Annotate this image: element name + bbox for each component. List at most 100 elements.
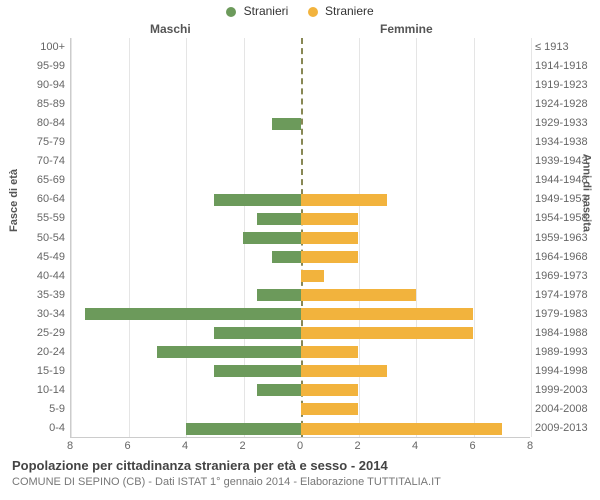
x-tick-label: 8 xyxy=(67,440,73,452)
y-label-age: 65-69 xyxy=(5,171,65,190)
y-label-birth: 1924-1928 xyxy=(535,95,595,114)
y-label-age: 15-19 xyxy=(5,362,65,381)
bar-female xyxy=(301,423,502,435)
bar-male xyxy=(214,194,300,206)
age-row xyxy=(71,400,530,419)
legend: Stranieri Straniere xyxy=(0,4,600,18)
y-label-age: 20-24 xyxy=(5,343,65,362)
y-label-age: 80-84 xyxy=(5,114,65,133)
y-label-birth: 1944-1948 xyxy=(535,171,595,190)
plot-area xyxy=(70,38,530,438)
y-label-birth: 2009-2013 xyxy=(535,419,595,438)
bar-male xyxy=(257,289,300,301)
legend-label-female: Straniere xyxy=(325,4,374,18)
y-label-birth: 1939-1943 xyxy=(535,152,595,171)
population-pyramid-chart: Stranieri Straniere Maschi Femmine Fasce… xyxy=(0,0,600,500)
bar-male xyxy=(214,365,300,377)
age-row xyxy=(71,324,530,343)
section-title-male: Maschi xyxy=(150,22,191,36)
y-label-age: 85-89 xyxy=(5,95,65,114)
age-row xyxy=(71,305,530,324)
bar-male xyxy=(186,423,301,435)
y-label-age: 25-29 xyxy=(5,324,65,343)
x-tick-label: 6 xyxy=(124,440,130,452)
legend-item-male: Stranieri xyxy=(226,4,288,18)
y-label-age: 0-4 xyxy=(5,419,65,438)
bar-female xyxy=(301,270,324,282)
age-row xyxy=(71,343,530,362)
x-tick-label: 2 xyxy=(354,440,360,452)
y-label-age: 70-74 xyxy=(5,152,65,171)
y-label-birth: 1969-1973 xyxy=(535,267,595,286)
y-label-age: 60-64 xyxy=(5,190,65,209)
bar-female xyxy=(301,327,474,339)
y-label-birth: 1954-1958 xyxy=(535,209,595,228)
bar-female xyxy=(301,308,474,320)
age-row xyxy=(71,248,530,267)
bar-male xyxy=(272,251,301,263)
bar-male xyxy=(85,308,301,320)
y-label-birth: 1934-1938 xyxy=(535,133,595,152)
bar-male xyxy=(214,327,300,339)
y-label-birth: 1994-1998 xyxy=(535,362,595,381)
age-row xyxy=(71,419,530,438)
age-row xyxy=(71,152,530,171)
x-tick-label: 4 xyxy=(412,440,418,452)
y-label-birth: 1999-2003 xyxy=(535,381,595,400)
bar-female xyxy=(301,213,359,225)
age-row xyxy=(71,133,530,152)
x-tick-label: 0 xyxy=(297,440,303,452)
y-label-birth: 2004-2008 xyxy=(535,400,595,419)
bar-female xyxy=(301,289,416,301)
age-row xyxy=(71,362,530,381)
y-label-birth: 1914-1918 xyxy=(535,57,595,76)
y-label-age: 90-94 xyxy=(5,76,65,95)
gridline xyxy=(531,38,532,437)
chart-title: Popolazione per cittadinanza straniera p… xyxy=(12,458,388,473)
bar-female xyxy=(301,232,359,244)
y-label-birth: 1919-1923 xyxy=(535,76,595,95)
age-row xyxy=(71,190,530,209)
bar-male xyxy=(257,384,300,396)
x-tick-label: 2 xyxy=(239,440,245,452)
y-label-age: 95-99 xyxy=(5,57,65,76)
y-label-birth: 1959-1963 xyxy=(535,229,595,248)
bar-male xyxy=(272,118,301,130)
y-label-birth: 1989-1993 xyxy=(535,343,595,362)
x-tick-label: 8 xyxy=(527,440,533,452)
age-row xyxy=(71,171,530,190)
y-label-birth: 1974-1978 xyxy=(535,286,595,305)
x-tick-label: 6 xyxy=(469,440,475,452)
bar-female xyxy=(301,403,359,415)
legend-swatch-female xyxy=(308,7,318,17)
y-label-birth: 1964-1968 xyxy=(535,248,595,267)
y-label-age: 100+ xyxy=(5,38,65,57)
y-label-birth: 1979-1983 xyxy=(535,305,595,324)
legend-label-male: Stranieri xyxy=(244,4,289,18)
y-label-age: 40-44 xyxy=(5,267,65,286)
bar-male xyxy=(257,213,300,225)
age-row xyxy=(71,76,530,95)
age-row xyxy=(71,267,530,286)
bar-female xyxy=(301,194,387,206)
bar-male xyxy=(243,232,301,244)
age-row xyxy=(71,38,530,57)
age-row xyxy=(71,229,530,248)
bar-female xyxy=(301,346,359,358)
y-label-birth: 1984-1988 xyxy=(535,324,595,343)
y-label-age: 35-39 xyxy=(5,286,65,305)
age-row xyxy=(71,57,530,76)
section-title-female: Femmine xyxy=(380,22,433,36)
y-label-birth: 1949-1953 xyxy=(535,190,595,209)
y-label-age: 45-49 xyxy=(5,248,65,267)
y-label-age: 5-9 xyxy=(5,400,65,419)
age-row xyxy=(71,381,530,400)
y-label-age: 50-54 xyxy=(5,229,65,248)
bar-female xyxy=(301,251,359,263)
y-label-birth: ≤ 1913 xyxy=(535,38,595,57)
bar-male xyxy=(157,346,301,358)
legend-swatch-male xyxy=(226,7,236,17)
bar-female xyxy=(301,365,387,377)
age-row xyxy=(71,209,530,228)
age-row xyxy=(71,95,530,114)
